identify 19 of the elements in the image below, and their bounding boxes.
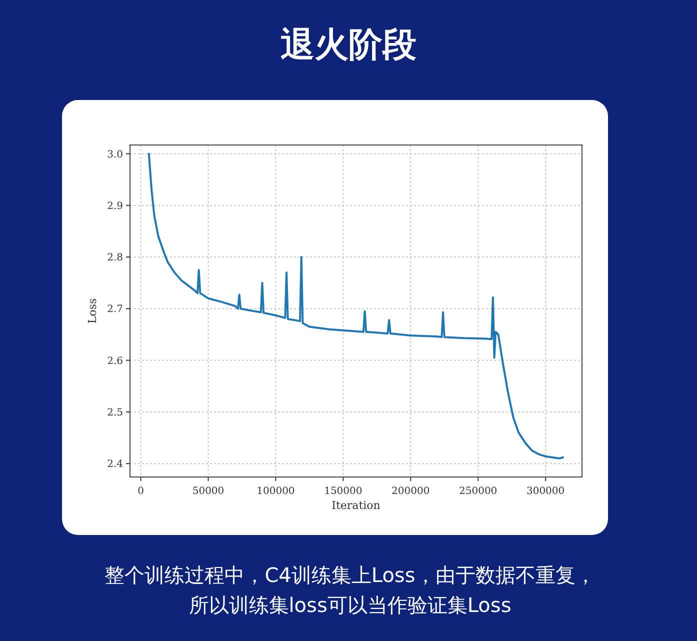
y-tick-label: 3.0 (107, 149, 123, 160)
y-tick-label: 2.4 (107, 459, 123, 470)
x-axis-title: Iteration (332, 499, 380, 512)
y-tick-label: 2.8 (107, 252, 123, 264)
x-tick-label: 50000 (192, 486, 224, 497)
y-tick-label: 2.7 (107, 304, 123, 316)
y-tick-label: 2.6 (107, 356, 123, 367)
text: 整个训练过程中，C4训练集上Loss，由于数据不重复，所以训练集loss可以当作验证集Loss (104, 562, 596, 619)
chart-title: 退火阶段 (280, 24, 418, 67)
x-tick-label: 200000 (392, 486, 430, 497)
y-axis-title: Loss (86, 298, 99, 324)
y-tick-label: 2.9 (107, 200, 123, 212)
x-tick-label: 0 (138, 486, 144, 497)
x-tick-label: 150000 (324, 486, 362, 497)
y-tick-label: 2.5 (107, 407, 123, 418)
x-tick-label: 250000 (459, 486, 498, 497)
x-tick-label: 100000 (256, 486, 295, 497)
x-tick-label: 300000 (526, 486, 565, 497)
line-series (148, 152, 564, 460)
